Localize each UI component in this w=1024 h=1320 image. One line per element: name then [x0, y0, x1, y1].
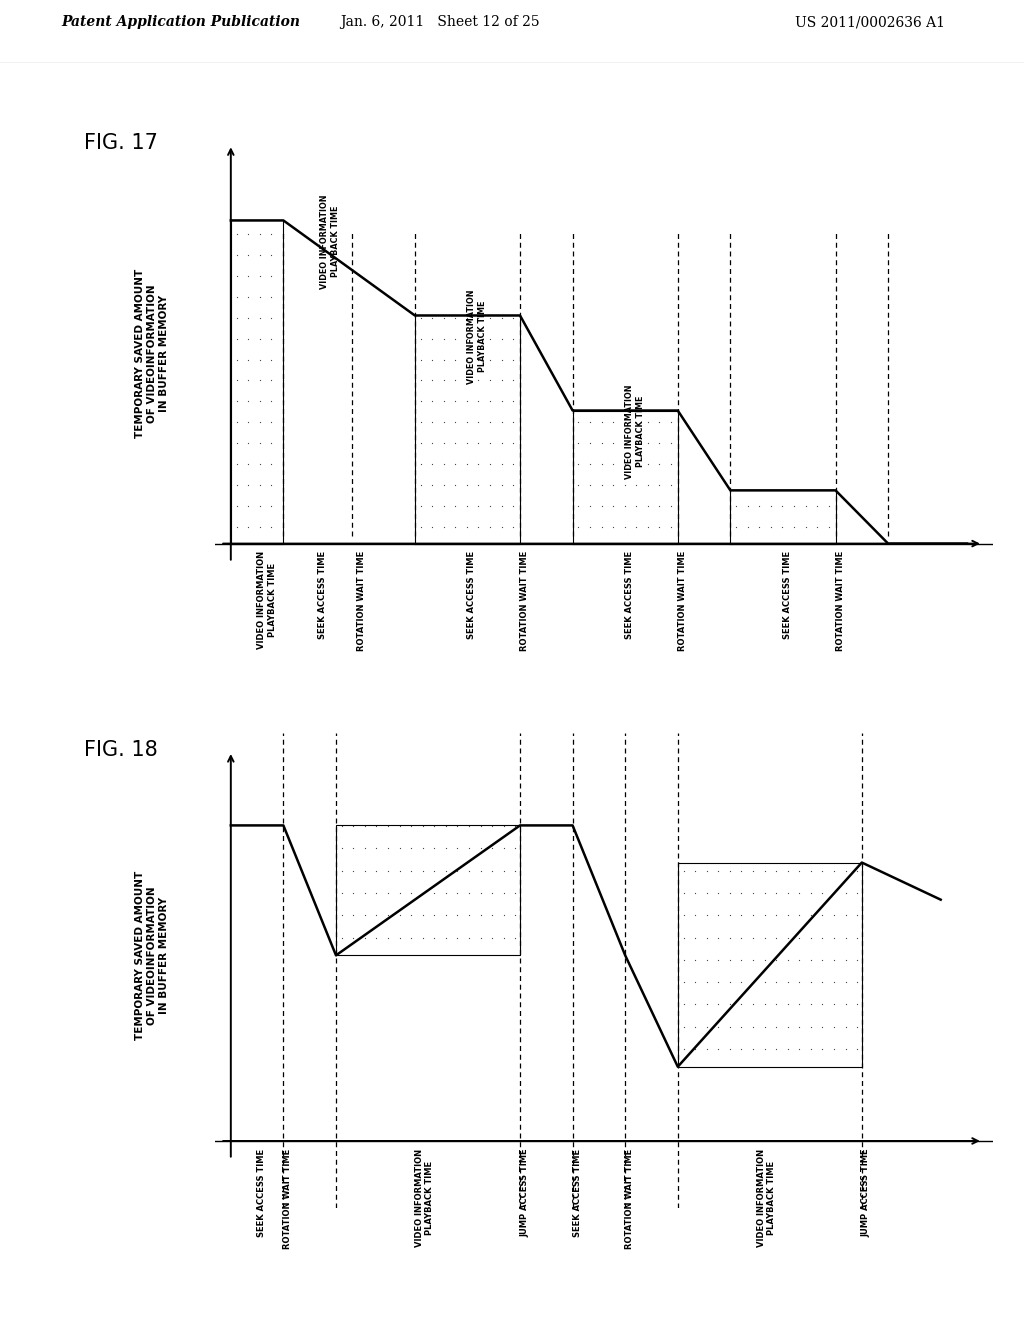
Text: SEEK ACCESS TIME: SEEK ACCESS TIME	[317, 552, 327, 639]
Text: Patent Application Publication: Patent Application Publication	[61, 15, 300, 29]
Text: SEEK ACCESS TIME: SEEK ACCESS TIME	[626, 552, 634, 639]
Text: ROTATION WAIT TIME: ROTATION WAIT TIME	[284, 1148, 293, 1249]
Text: VIDEO INFORMATION
PLAYBACK TIME: VIDEO INFORMATION PLAYBACK TIME	[467, 289, 486, 384]
Text: VIDEO INFORMATION
PLAYBACK TIME: VIDEO INFORMATION PLAYBACK TIME	[415, 1148, 434, 1246]
Text: Jan. 6, 2011   Sheet 12 of 25: Jan. 6, 2011 Sheet 12 of 25	[341, 15, 540, 29]
Text: ROTATION WAIT TIME: ROTATION WAIT TIME	[836, 552, 845, 652]
Text: SEEK ACCESS TIME: SEEK ACCESS TIME	[257, 1148, 266, 1237]
Text: US 2011/0002636 A1: US 2011/0002636 A1	[796, 15, 945, 29]
Text: FIG. 17: FIG. 17	[84, 133, 158, 153]
Text: VIDEO INFORMATION
PLAYBACK TIME: VIDEO INFORMATION PLAYBACK TIME	[626, 384, 644, 479]
Text: ROTATION WAIT TIME: ROTATION WAIT TIME	[520, 552, 529, 652]
Text: SEEK ACCESS TIME: SEEK ACCESS TIME	[783, 552, 792, 639]
Text: ROTATION WAIT TIME: ROTATION WAIT TIME	[357, 552, 366, 652]
Text: ROTATION WAIT TIME: ROTATION WAIT TIME	[678, 552, 687, 652]
Text: JUMP ACCESS TIME: JUMP ACCESS TIME	[862, 1148, 870, 1237]
Text: TEMPORARY SAVED AMOUNT
OF VIDEOINFORMATION
IN BUFFER MEMORY: TEMPORARY SAVED AMOUNT OF VIDEOINFORMATI…	[135, 871, 169, 1040]
Text: JUMP ACCESS TIME: JUMP ACCESS TIME	[520, 1148, 529, 1237]
Text: VIDEO INFORMATION
PLAYBACK TIME: VIDEO INFORMATION PLAYBACK TIME	[257, 552, 276, 649]
Text: VIDEO INFORMATION
PLAYBACK TIME: VIDEO INFORMATION PLAYBACK TIME	[757, 1148, 776, 1246]
Text: VIDEO INFORMATION
PLAYBACK TIME: VIDEO INFORMATION PLAYBACK TIME	[321, 194, 340, 289]
Text: FIG. 18: FIG. 18	[84, 741, 158, 760]
Text: TEMPORARY SAVED AMOUNT
OF VIDEOINFORMATION
IN BUFFER MEMORY: TEMPORARY SAVED AMOUNT OF VIDEOINFORMATI…	[135, 269, 169, 438]
Text: ROTATION WAIT TIME: ROTATION WAIT TIME	[626, 1148, 634, 1249]
Text: SEEK ACCESS TIME: SEEK ACCESS TIME	[572, 1148, 582, 1237]
Text: SEEK ACCESS TIME: SEEK ACCESS TIME	[467, 552, 476, 639]
